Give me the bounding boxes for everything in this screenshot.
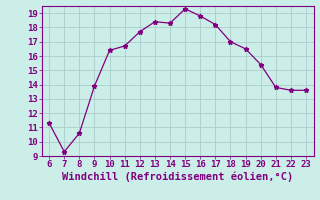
X-axis label: Windchill (Refroidissement éolien,°C): Windchill (Refroidissement éolien,°C) [62,172,293,182]
